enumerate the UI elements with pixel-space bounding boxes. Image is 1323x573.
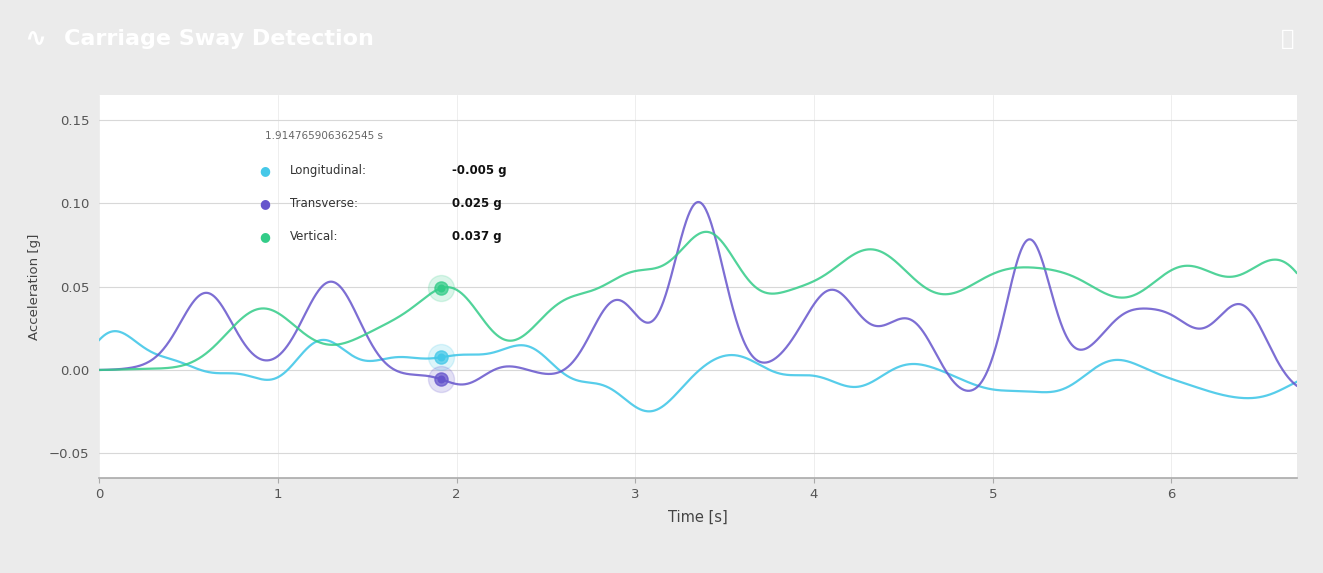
X-axis label: Time [s]: Time [s]	[668, 509, 728, 524]
Point	[431, 284, 452, 293]
Point	[431, 375, 452, 384]
Point	[431, 284, 452, 293]
Text: ⛉: ⛉	[1281, 29, 1294, 49]
Text: 0.037 g: 0.037 g	[452, 230, 501, 243]
Text: Longitudinal:: Longitudinal:	[290, 164, 368, 177]
Text: ●: ●	[259, 197, 270, 210]
Text: 1.914765906362545 s: 1.914765906362545 s	[265, 131, 382, 141]
Text: ●: ●	[259, 230, 270, 243]
Text: Transverse:: Transverse:	[290, 197, 359, 210]
Text: ∿: ∿	[24, 26, 46, 52]
Legend: Longitudinal, Transverse, Vertical: Longitudinal, Transverse, Vertical	[496, 567, 900, 573]
Text: ●: ●	[259, 164, 270, 177]
Text: Carriage Sway Detection: Carriage Sway Detection	[64, 29, 373, 49]
Text: 0.025 g: 0.025 g	[452, 197, 503, 210]
Text: Vertical:: Vertical:	[290, 230, 339, 243]
Text: -0.005 g: -0.005 g	[452, 164, 507, 177]
Point	[431, 375, 452, 384]
Y-axis label: Acceleration [g]: Acceleration [g]	[28, 233, 41, 340]
Point	[431, 375, 452, 384]
Point	[431, 352, 452, 362]
Point	[431, 352, 452, 362]
Point	[431, 284, 452, 293]
Point	[431, 352, 452, 362]
